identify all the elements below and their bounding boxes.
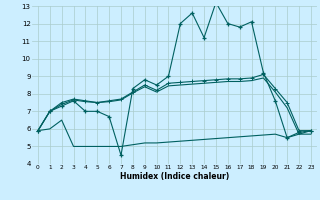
X-axis label: Humidex (Indice chaleur): Humidex (Indice chaleur)	[120, 172, 229, 181]
